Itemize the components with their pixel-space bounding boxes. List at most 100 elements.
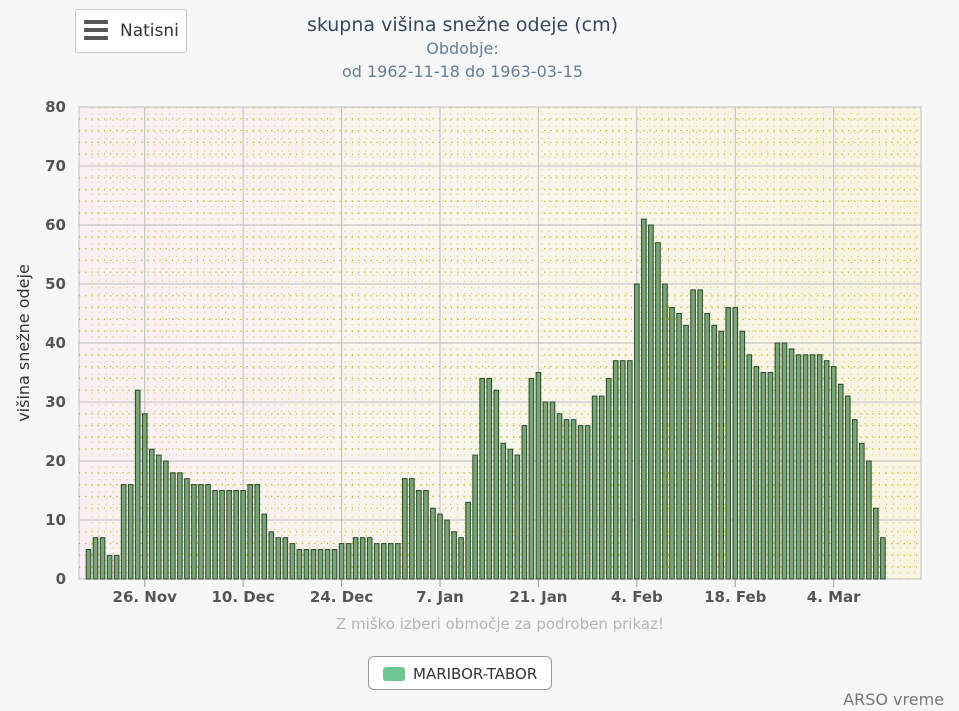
bar[interactable]: [402, 478, 408, 580]
bar[interactable]: [837, 383, 844, 580]
bar[interactable]: [732, 307, 739, 580]
bar[interactable]: [627, 360, 633, 580]
bar[interactable]: [711, 324, 717, 580]
bar[interactable]: [92, 537, 99, 580]
bar[interactable]: [247, 484, 253, 580]
bar[interactable]: [641, 218, 647, 580]
bar[interactable]: [486, 377, 493, 580]
bar[interactable]: [619, 360, 626, 580]
bar[interactable]: [338, 543, 345, 580]
bar[interactable]: [556, 413, 563, 580]
bar[interactable]: [866, 460, 872, 580]
bar[interactable]: [352, 537, 359, 580]
bar[interactable]: [472, 454, 478, 580]
credit-link[interactable]: ARSO vreme: [843, 690, 944, 709]
bar[interactable]: [268, 531, 275, 580]
legend-item-maribor-tabor[interactable]: MARIBOR-TABOR: [368, 656, 552, 690]
bar[interactable]: [106, 554, 113, 580]
bar[interactable]: [612, 360, 619, 580]
bar[interactable]: [781, 342, 788, 580]
bar[interactable]: [458, 537, 464, 580]
bar[interactable]: [844, 395, 851, 580]
bar[interactable]: [788, 348, 795, 580]
bar[interactable]: [795, 354, 802, 580]
bar[interactable]: [535, 372, 542, 580]
bar[interactable]: [746, 354, 753, 580]
bar[interactable]: [324, 549, 331, 580]
bar[interactable]: [451, 531, 457, 580]
bar[interactable]: [859, 442, 865, 580]
bar[interactable]: [416, 490, 422, 580]
bar[interactable]: [191, 484, 197, 580]
bar[interactable]: [444, 519, 450, 580]
bar[interactable]: [830, 366, 837, 580]
bar[interactable]: [310, 549, 317, 580]
bar[interactable]: [577, 425, 584, 580]
bar[interactable]: [873, 507, 879, 580]
bar[interactable]: [683, 324, 689, 580]
bar[interactable]: [409, 478, 415, 580]
bar[interactable]: [500, 442, 507, 580]
bar[interactable]: [767, 372, 774, 580]
bar[interactable]: [598, 395, 605, 580]
bar[interactable]: [690, 289, 696, 580]
bar[interactable]: [570, 419, 577, 580]
bar[interactable]: [528, 377, 535, 580]
bar[interactable]: [148, 448, 155, 580]
bar[interactable]: [739, 330, 746, 580]
bar[interactable]: [704, 313, 710, 580]
bar[interactable]: [240, 490, 246, 580]
bar[interactable]: [542, 401, 549, 580]
bar[interactable]: [760, 372, 767, 580]
bar[interactable]: [676, 313, 682, 580]
bar[interactable]: [802, 354, 809, 580]
bar[interactable]: [331, 549, 338, 580]
bar[interactable]: [605, 377, 612, 580]
bar[interactable]: [99, 537, 106, 580]
bar[interactable]: [753, 366, 760, 580]
bar[interactable]: [345, 543, 352, 580]
bar[interactable]: [423, 490, 429, 580]
bar[interactable]: [725, 307, 732, 580]
bar[interactable]: [591, 395, 598, 580]
bar[interactable]: [205, 484, 211, 580]
bar[interactable]: [373, 543, 380, 580]
bar[interactable]: [366, 537, 373, 580]
bar[interactable]: [880, 537, 886, 580]
bar[interactable]: [184, 478, 190, 580]
bar[interactable]: [479, 377, 485, 580]
bar[interactable]: [120, 484, 127, 580]
bar[interactable]: [514, 454, 521, 580]
bar-series-maribor-tabor[interactable]: [85, 218, 886, 580]
bar[interactable]: [317, 549, 324, 580]
bar[interactable]: [163, 460, 169, 580]
bar[interactable]: [395, 543, 401, 580]
bar[interactable]: [774, 342, 781, 580]
bar[interactable]: [493, 389, 500, 580]
bar[interactable]: [662, 283, 668, 580]
bar[interactable]: [380, 543, 387, 580]
bar[interactable]: [563, 419, 570, 580]
bar[interactable]: [809, 354, 816, 580]
bar[interactable]: [521, 425, 528, 580]
bar[interactable]: [156, 454, 162, 580]
bar[interactable]: [437, 513, 443, 580]
bar[interactable]: [634, 283, 640, 580]
bar[interactable]: [387, 543, 394, 580]
bar[interactable]: [226, 490, 232, 580]
bar[interactable]: [282, 537, 289, 580]
bar[interactable]: [465, 501, 471, 580]
bar[interactable]: [655, 242, 661, 580]
bar[interactable]: [697, 289, 703, 580]
bar[interactable]: [113, 554, 120, 580]
bar[interactable]: [275, 537, 282, 580]
bar[interactable]: [816, 354, 823, 580]
bar[interactable]: [296, 549, 303, 580]
bar[interactable]: [549, 401, 556, 580]
bar[interactable]: [219, 490, 225, 580]
bar[interactable]: [718, 330, 725, 580]
bar[interactable]: [289, 543, 296, 580]
bar[interactable]: [303, 549, 310, 580]
bar[interactable]: [261, 513, 268, 580]
